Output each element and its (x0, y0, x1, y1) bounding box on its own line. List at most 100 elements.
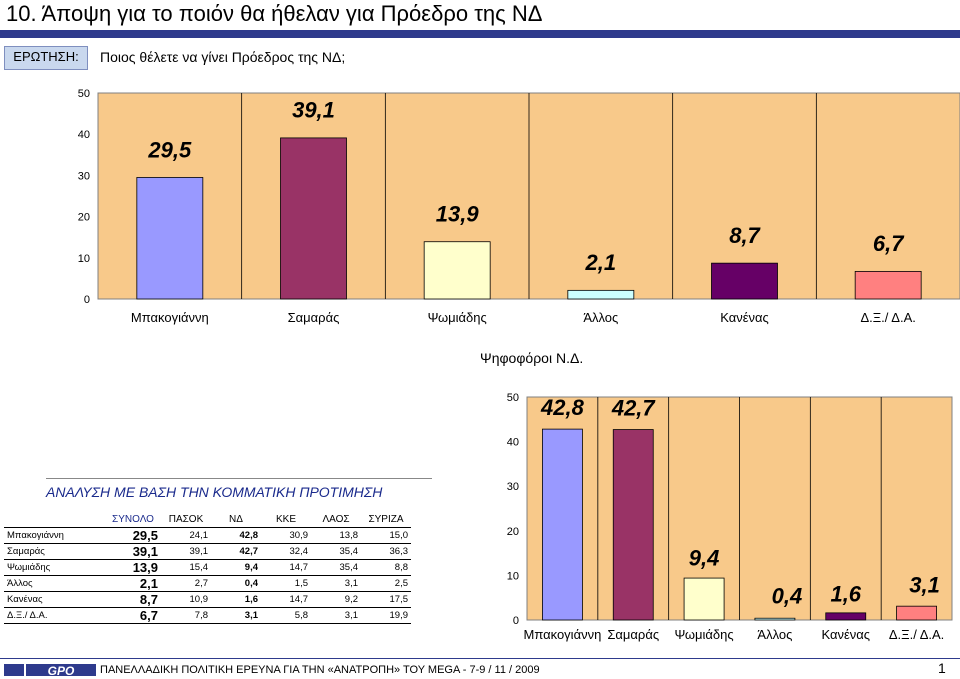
y-tick-label: 10 (507, 570, 519, 582)
table-cell: 13,8 (311, 527, 361, 544)
data-label: 1,6 (830, 581, 861, 606)
column-header: ΛΑΟΣ (311, 512, 361, 528)
column-header: ΣΥΡΙΖΑ (361, 512, 411, 528)
table-cell: 0,4 (211, 575, 261, 592)
table-cell: 5,8 (261, 607, 311, 624)
y-tick-label: 50 (78, 88, 90, 100)
row-label: Μπακογιάννη (4, 527, 105, 544)
question-text: Ποιος θέλετε να γίνει Πρόεδρος της ΝΔ; (100, 49, 346, 65)
table-cell: 2,5 (361, 575, 411, 592)
row-label: Κανένας (4, 591, 105, 608)
table-cell: 1,5 (261, 575, 311, 592)
table-cell: 17,5 (361, 591, 411, 608)
table-cell: 15,4 (161, 559, 211, 576)
y-tick-label: 20 (78, 212, 90, 224)
bar (136, 177, 204, 300)
table-cell: 2,1 (105, 575, 161, 592)
data-label: 13,9 (436, 202, 480, 227)
table-cell: 14,7 (261, 591, 311, 608)
data-label: 39,1 (292, 98, 335, 123)
table-cell: 10,9 (161, 591, 211, 608)
table-cell: 35,4 (311, 543, 361, 560)
y-tick-label: 40 (78, 129, 90, 141)
row-label: Σαμαράς (4, 543, 105, 560)
category-label: Ψωμιάδης (428, 310, 487, 325)
table-cell: 8,7 (105, 591, 161, 608)
bar (567, 289, 635, 300)
data-label: 42,8 (540, 395, 585, 420)
data-label: 8,7 (729, 223, 761, 248)
table-cell: 30,9 (261, 527, 311, 544)
table-cell: 13,9 (105, 559, 161, 576)
row-label: Άλλος (4, 575, 105, 592)
y-tick-label: 20 (507, 526, 519, 538)
y-tick-label: 40 (507, 437, 519, 449)
category-label: Μπακογιάννη (131, 310, 209, 325)
table-row: Ψωμιάδης 13,9 15,4 9,4 14,7 35,4 8,8 (4, 559, 411, 576)
column-header: ΣΥΝΟΛΟ (105, 512, 161, 528)
category-label: Σαμαράς (288, 310, 340, 325)
table-cell: 24,1 (161, 527, 211, 544)
bar (542, 428, 583, 621)
analysis-title: ΑΝΑΛΥΣΗ ΜΕ ΒΑΣΗ ΤΗΝ ΚΟΜΜΑΤΙΚΗ ΠΡΟΤΙΜΗΣΗ (46, 484, 383, 500)
table-cell: 15,0 (361, 527, 411, 544)
category-label: Ψωμιάδης (675, 627, 734, 642)
bar (711, 262, 778, 300)
category-label: Άλλος (583, 310, 618, 325)
table-cell: 7,8 (161, 607, 211, 624)
table-cell: 1,6 (211, 591, 261, 608)
table-cell: 32,4 (261, 543, 311, 560)
category-label: Δ.Ξ./ Δ.Α. (860, 310, 915, 325)
table-cell: 2,7 (161, 575, 211, 592)
table-cell: 9,4 (211, 559, 261, 576)
analysis-rule (46, 478, 432, 479)
data-label: 3,1 (909, 572, 940, 597)
y-tick-label: 30 (507, 481, 519, 493)
category-label: Σαμαράς (607, 627, 659, 642)
table-cell: 3,1 (311, 575, 361, 592)
footer-text: ΠΑΝΕΛΛΑΔΙΚΗ ΠΟΛΙΤΙΚΗ ΕΡΕΥΝΑ ΓΙΑ ΤΗΝ «ΑΝΑ… (100, 664, 540, 676)
category-label: Μπακογιάννη (523, 627, 601, 642)
table-cell: 39,1 (161, 543, 211, 560)
bar (754, 617, 796, 621)
table-cell: 29,5 (105, 527, 161, 544)
table-row: Μπακογιάννη 29,5 24,1 42,8 30,9 13,8 15,0 (4, 527, 411, 544)
column-header: ΚΚΕ (261, 512, 311, 528)
data-label: 9,4 (689, 546, 720, 571)
column-header: ΝΔ (211, 512, 261, 528)
table-corner (4, 512, 105, 528)
table-row: Κανένας 8,7 10,9 1,6 14,7 9,2 17,5 (4, 591, 411, 608)
table-cell: 36,3 (361, 543, 411, 560)
table-row: Δ.Ξ./ Δ.Α. 6,7 7,8 3,1 5,8 3,1 19,9 (4, 607, 411, 624)
table-cell: 3,1 (311, 607, 361, 624)
voters-chart-title: Ψηφοφόροι Ν.Δ. (480, 350, 584, 366)
y-tick-label: 50 (507, 392, 519, 404)
category-label: Κανένας (720, 310, 769, 325)
table-cell: 6,7 (105, 607, 161, 624)
bar (825, 612, 867, 621)
table-cell: 14,7 (261, 559, 311, 576)
table-cell: 35,4 (311, 559, 361, 576)
y-tick-label: 0 (513, 615, 519, 627)
gpo-logo: GPO (4, 664, 96, 678)
table-cell: 9,2 (311, 591, 361, 608)
question-label: ΕΡΩΤΗΣΗ: (13, 49, 79, 64)
y-tick-label: 30 (78, 170, 90, 182)
table-header-row: ΣΥΝΟΛΟ ΠΑΣΟΚ ΝΔ ΚΚΕ ΛΑΟΣ ΣΥΡΙΖΑ (4, 512, 411, 528)
category-label: Δ.Ξ./ Δ.Α. (889, 627, 944, 642)
table-cell: 3,1 (211, 607, 261, 624)
y-tick-label: 0 (84, 294, 90, 306)
data-label: 29,5 (147, 137, 192, 162)
bar (280, 137, 347, 300)
data-label: 2,1 (585, 250, 617, 275)
table-row: Σαμαράς 39,1 39,1 42,7 32,4 35,4 36,3 (4, 543, 411, 560)
category-label: Άλλος (757, 627, 792, 642)
gpo-logo-text: GPO (48, 664, 75, 678)
question-label-box (4, 46, 88, 70)
data-label: 42,7 (611, 396, 657, 421)
column-header: ΠΑΣΟΚ (161, 512, 211, 528)
page-number: 1 (938, 660, 946, 676)
footer-rule (0, 658, 960, 659)
